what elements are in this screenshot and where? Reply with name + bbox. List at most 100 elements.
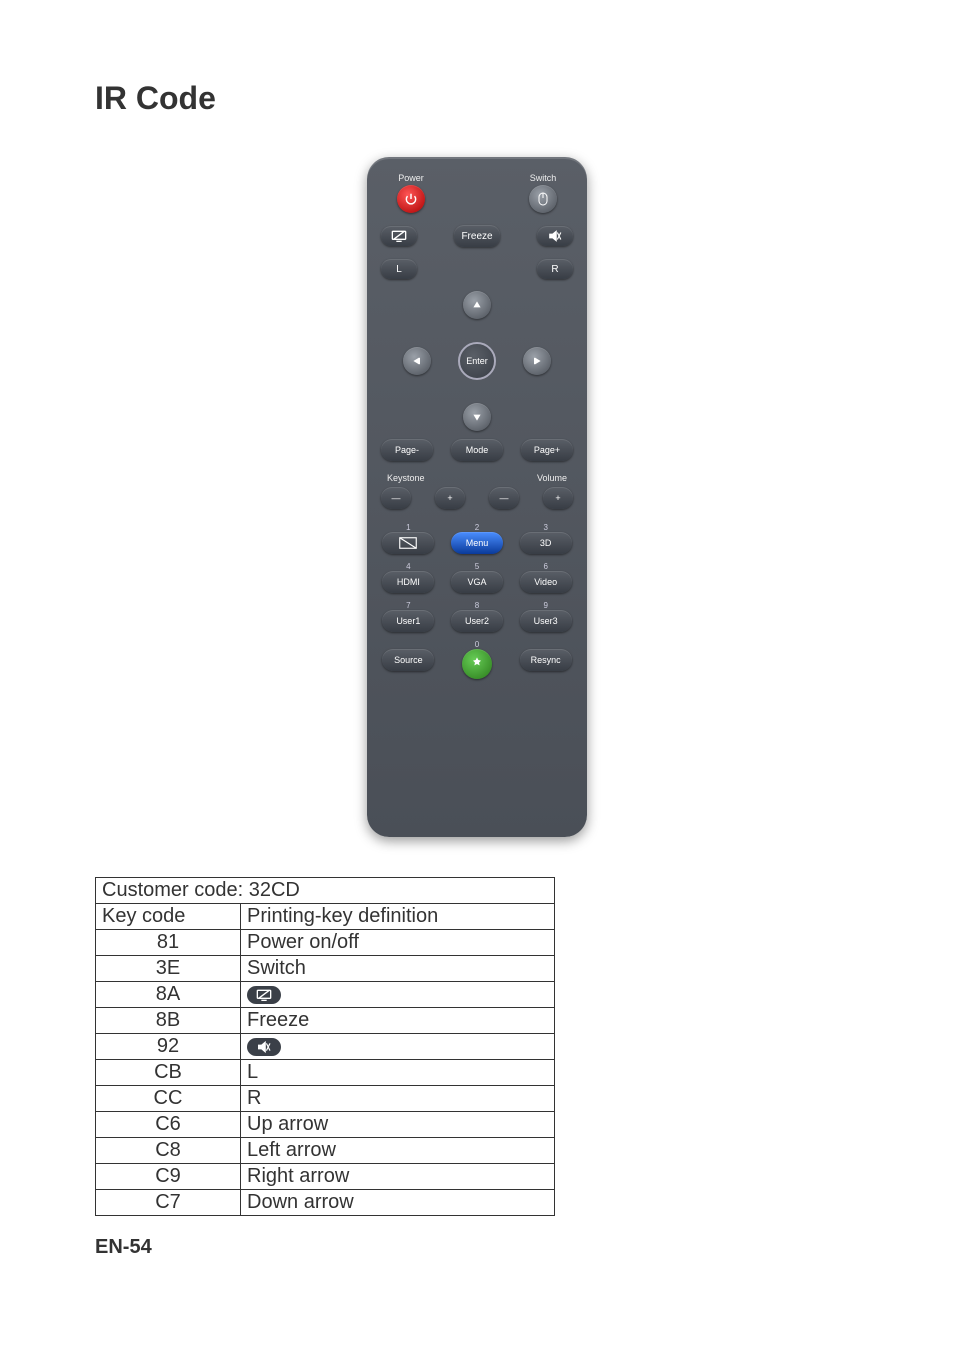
computer-cancel-button[interactable] bbox=[381, 226, 417, 246]
page-minus-button[interactable]: Page- bbox=[381, 439, 433, 461]
remote-row-freeze: Freeze bbox=[381, 225, 573, 247]
freeze-button[interactable]: Freeze bbox=[454, 225, 500, 247]
definition-cell: Right arrow bbox=[241, 1164, 555, 1190]
user2-button[interactable]: User2 bbox=[451, 610, 503, 632]
table-row: 81Power on/off bbox=[96, 930, 555, 956]
user1-button[interactable]: User1 bbox=[382, 610, 434, 632]
up-arrow-button[interactable] bbox=[463, 291, 491, 319]
user1-label: User1 bbox=[396, 616, 420, 626]
table-row: CBL bbox=[96, 1060, 555, 1086]
remote-row-page-mode: Page- Mode Page+ bbox=[381, 439, 573, 461]
remote-row-kv-buttons: — + — + bbox=[381, 487, 573, 509]
resync-label: Resync bbox=[531, 655, 561, 665]
aspect-icon bbox=[399, 537, 417, 549]
left-arrow-button[interactable] bbox=[403, 347, 431, 375]
switch-button[interactable] bbox=[529, 185, 557, 213]
power-label: Power bbox=[398, 173, 424, 183]
num-0: 0 bbox=[475, 640, 479, 649]
volume-minus-button[interactable]: — bbox=[489, 487, 519, 509]
customer-code-cell: Customer code: 32CD bbox=[96, 878, 555, 904]
num-5: 5 bbox=[475, 562, 479, 571]
definition-cell: Freeze bbox=[241, 1008, 555, 1034]
menu-button[interactable]: Menu bbox=[451, 532, 503, 554]
right-arrow-button[interactable] bbox=[523, 347, 551, 375]
table-row: C8Left arrow bbox=[96, 1138, 555, 1164]
enter-button-label: Enter bbox=[466, 356, 488, 366]
num-7: 7 bbox=[406, 601, 410, 610]
table-row: C9Right arrow bbox=[96, 1164, 555, 1190]
l-button[interactable]: L bbox=[381, 259, 417, 279]
left-arrow-icon bbox=[411, 355, 423, 367]
resync-button[interactable]: Resync bbox=[520, 649, 572, 671]
remote-number-grid: 1 2Menu 33D 4HDMI 5VGA 6Video 7User1 8Us… bbox=[381, 521, 573, 679]
three-d-button[interactable]: 3D bbox=[520, 532, 572, 554]
eco-icon bbox=[469, 656, 485, 672]
volume-plus-button[interactable]: + bbox=[543, 487, 573, 509]
mute-button[interactable] bbox=[537, 226, 573, 246]
plus-glyph: + bbox=[555, 493, 560, 503]
num-4: 4 bbox=[406, 562, 410, 571]
mode-button[interactable]: Mode bbox=[451, 439, 503, 461]
definition-cell bbox=[241, 982, 555, 1008]
definition-cell bbox=[241, 1034, 555, 1060]
table-row: C6Up arrow bbox=[96, 1112, 555, 1138]
video-label: Video bbox=[534, 577, 557, 587]
definition-cell: Left arrow bbox=[241, 1138, 555, 1164]
three-d-label: 3D bbox=[540, 538, 552, 548]
header-definition: Printing-key definition bbox=[241, 904, 555, 930]
remote-body: Power Switch Freeze bbox=[367, 157, 587, 837]
keycode-cell: C7 bbox=[96, 1190, 241, 1216]
user2-label: User2 bbox=[465, 616, 489, 626]
enter-button[interactable]: Enter bbox=[458, 342, 496, 380]
r-button[interactable]: R bbox=[537, 259, 573, 279]
keystone-plus-button[interactable]: + bbox=[435, 487, 465, 509]
computer-cancel-icon bbox=[247, 986, 281, 1004]
table-row: 3ESwitch bbox=[96, 956, 555, 982]
num-8: 8 bbox=[475, 601, 479, 610]
table-row: C7Down arrow bbox=[96, 1190, 555, 1216]
page-footer: EN-54 bbox=[95, 1236, 859, 1259]
down-arrow-button[interactable] bbox=[463, 403, 491, 431]
keycode-cell: 81 bbox=[96, 930, 241, 956]
vga-button[interactable]: VGA bbox=[451, 571, 503, 593]
definition-cell: L bbox=[241, 1060, 555, 1086]
source-button[interactable]: Source bbox=[382, 649, 434, 671]
plus-glyph: + bbox=[447, 493, 452, 503]
keycode-cell: 3E bbox=[96, 956, 241, 982]
remote-row-power-switch: Power Switch bbox=[381, 173, 573, 213]
mouse-icon bbox=[537, 192, 549, 206]
definition-cell: Power on/off bbox=[241, 930, 555, 956]
menu-label: Menu bbox=[466, 538, 489, 548]
remote-row-lr: L R bbox=[381, 259, 573, 279]
definition-cell: Up arrow bbox=[241, 1112, 555, 1138]
video-button[interactable]: Video bbox=[520, 571, 572, 593]
num-1: 1 bbox=[406, 523, 410, 532]
num-6: 6 bbox=[543, 562, 547, 571]
volume-label: Volume bbox=[477, 473, 573, 483]
mode-label: Mode bbox=[466, 445, 489, 455]
down-arrow-icon bbox=[471, 411, 483, 423]
definition-cell: Down arrow bbox=[241, 1190, 555, 1216]
eco-button[interactable] bbox=[462, 649, 492, 679]
user3-button[interactable]: User3 bbox=[520, 610, 572, 632]
table-row-customer-code: Customer code: 32CD bbox=[96, 878, 555, 904]
power-button[interactable] bbox=[397, 185, 425, 213]
page-plus-button[interactable]: Page+ bbox=[521, 439, 573, 461]
page-plus-label: Page+ bbox=[534, 445, 560, 455]
source-label: Source bbox=[394, 655, 423, 665]
l-button-label: L bbox=[396, 264, 402, 275]
keycode-cell: C9 bbox=[96, 1164, 241, 1190]
keystone-minus-button[interactable]: — bbox=[381, 487, 411, 509]
switch-label: Switch bbox=[530, 173, 557, 183]
page-title: IR Code bbox=[95, 80, 859, 117]
computer-cancel-icon bbox=[391, 230, 407, 242]
hdmi-button[interactable]: HDMI bbox=[382, 571, 434, 593]
keycode-cell: 8A bbox=[96, 982, 241, 1008]
mute-icon bbox=[548, 230, 562, 242]
definition-cell: R bbox=[241, 1086, 555, 1112]
mute-icon bbox=[247, 1038, 281, 1056]
aspect-button[interactable] bbox=[382, 532, 434, 554]
r-button-label: R bbox=[551, 264, 558, 275]
dpad: Enter bbox=[381, 291, 573, 431]
right-arrow-icon bbox=[531, 355, 543, 367]
